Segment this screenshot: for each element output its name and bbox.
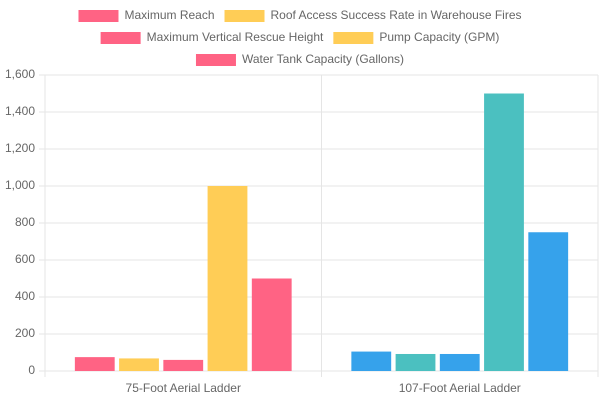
legend-label[interactable]: Maximum Vertical Rescue Height <box>147 30 324 44</box>
bar <box>163 359 204 371</box>
legend-label[interactable]: Pump Capacity (GPM) <box>379 30 499 44</box>
y-tick-label: 1,400 <box>5 104 35 118</box>
bar <box>439 353 480 371</box>
bar <box>74 357 115 371</box>
bar <box>251 278 292 371</box>
bar <box>119 358 159 371</box>
y-tick-label: 200 <box>15 326 35 340</box>
y-tick-label: 1,600 <box>5 67 35 81</box>
x-tick-label: 107-Foot Aerial Ladder <box>399 381 521 395</box>
bar <box>207 186 248 371</box>
y-tick-label: 1,200 <box>5 141 35 155</box>
y-tick-label: 600 <box>15 252 35 266</box>
legend-swatch[interactable] <box>333 32 374 44</box>
legend-swatch[interactable] <box>224 10 265 22</box>
y-tick-label: 1,000 <box>5 178 35 192</box>
legend-swatch[interactable] <box>78 10 119 22</box>
bar <box>528 232 569 371</box>
y-tick-label: 800 <box>15 215 35 229</box>
legend-label[interactable]: Maximum Reach <box>124 8 214 22</box>
legend-swatch[interactable] <box>100 32 141 44</box>
legend-label[interactable]: Water Tank Capacity (Gallons) <box>242 52 404 66</box>
bar <box>484 93 524 371</box>
bar <box>395 353 436 371</box>
legend-label[interactable]: Roof Access Success Rate in Warehouse Fi… <box>271 8 522 22</box>
y-tick-label: 0 <box>28 363 35 377</box>
y-tick-label: 400 <box>15 289 35 303</box>
legend-swatch[interactable] <box>195 54 236 66</box>
x-tick-label: 75-Foot Aerial Ladder <box>126 381 241 395</box>
bar <box>351 351 392 371</box>
